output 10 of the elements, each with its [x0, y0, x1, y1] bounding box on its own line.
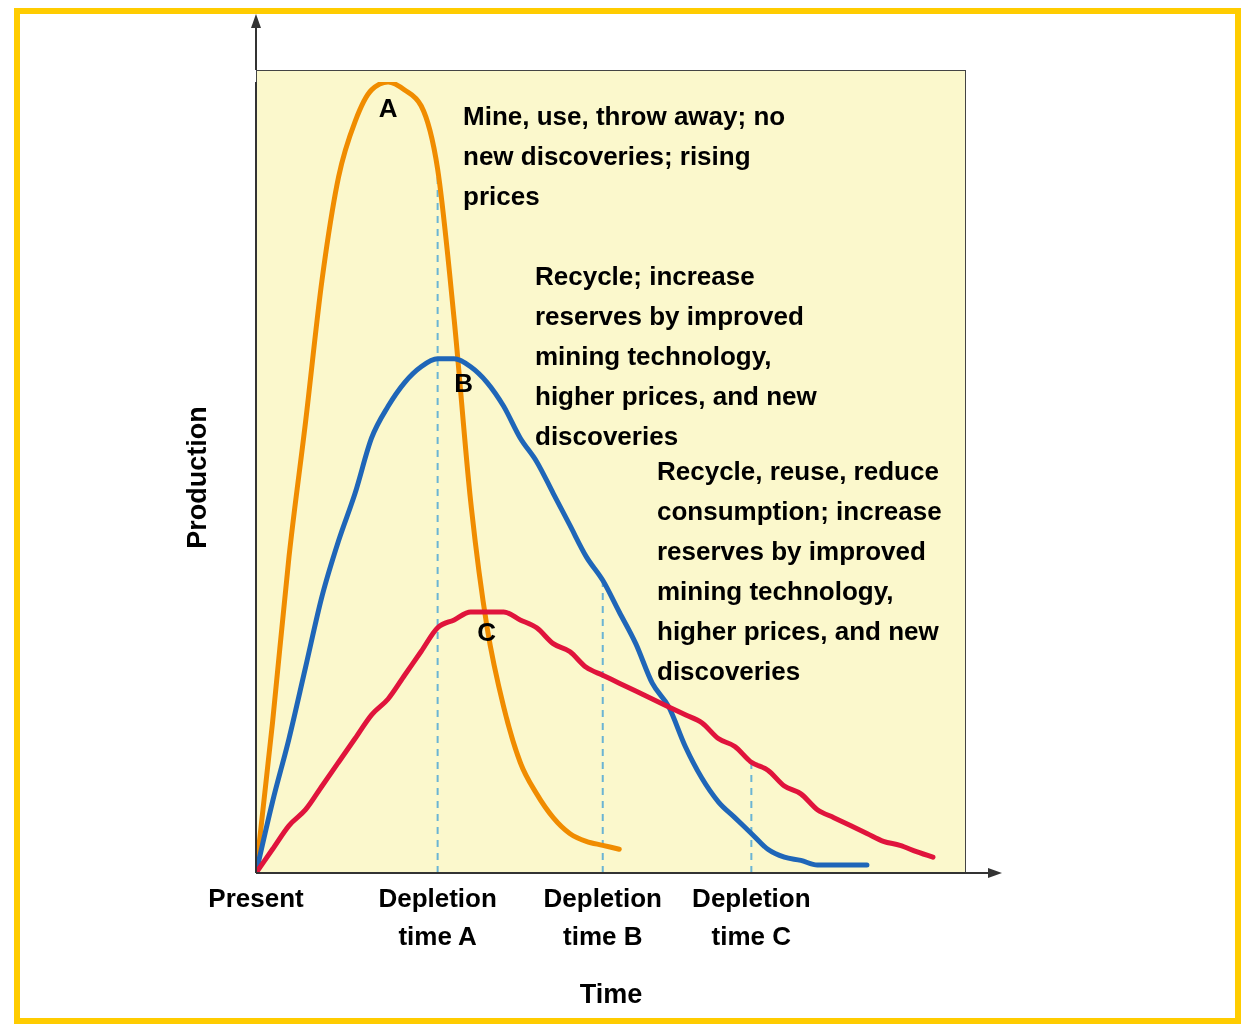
x-tick-label: Depletion time B — [543, 883, 662, 951]
annotation: Recycle, reuse, reduce consumption; increase reserves by improved mining technology, higher prices, and new discoveries — [657, 455, 943, 688]
annotation: Recycle; increase reserves by improved mining technology, higher prices, and new discoveries — [535, 260, 818, 453]
x-tick-label: Depletion time C — [692, 883, 811, 951]
y-axis-title: Production — [181, 406, 212, 549]
series-label: A — [378, 92, 398, 123]
annotation: Mine, use, throw away; no new discoveries; rising prices — [463, 100, 787, 213]
x-tick-label: Present — [208, 883, 305, 913]
x-tick-label: Depletion time A — [378, 883, 497, 951]
x-axis-title: Time — [579, 979, 643, 1009]
